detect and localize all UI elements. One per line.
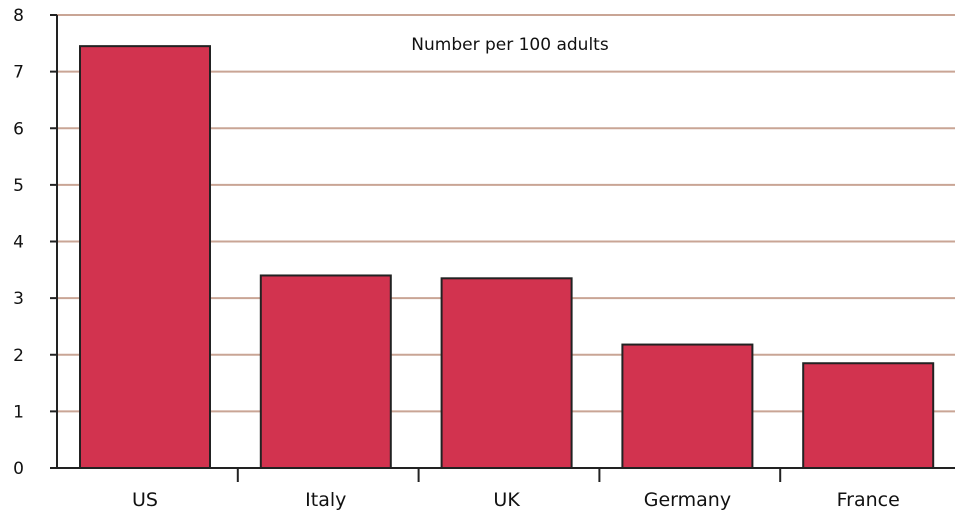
- y-tick-label: 7: [13, 63, 24, 83]
- bar-italy: [259, 274, 392, 469]
- x-category-label: Germany: [644, 489, 731, 511]
- bar-france: [802, 362, 935, 469]
- bars: [79, 45, 935, 470]
- bar-germany: [621, 343, 754, 469]
- x-categories: US Italy UK Germany France: [132, 468, 900, 511]
- y-tick-label: 2: [13, 346, 24, 366]
- x-category-label: Italy: [305, 489, 346, 511]
- y-tick-label: 8: [13, 6, 24, 26]
- x-category-label: US: [132, 489, 158, 511]
- y-tick-label: 6: [13, 119, 24, 139]
- y-tick-label: 5: [13, 176, 24, 196]
- x-category-label: UK: [493, 489, 520, 511]
- bar-us: [79, 45, 211, 470]
- y-tick-label: 1: [13, 402, 24, 422]
- y-ticks: 0 1 2 3 4 5 6 7 8: [13, 6, 57, 479]
- y-tick-label: 3: [13, 289, 24, 309]
- y-tick-label: 4: [13, 233, 24, 253]
- bar-uk: [440, 277, 573, 469]
- y-tick-label: 0: [13, 459, 24, 479]
- x-category-label: France: [837, 489, 900, 511]
- chart-title: Number per 100 adults: [411, 35, 609, 55]
